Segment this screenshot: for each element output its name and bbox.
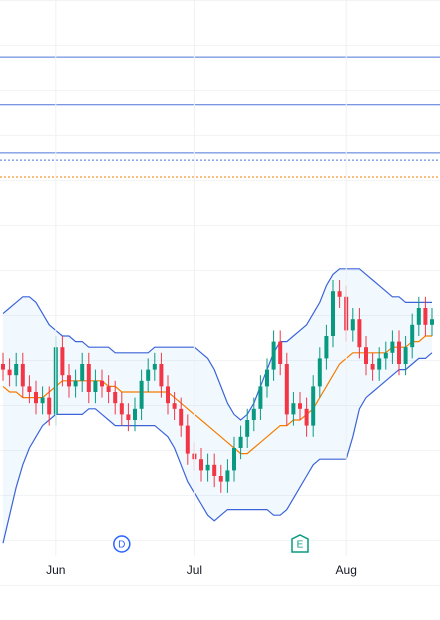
candle-body [20, 364, 25, 387]
candle-body [416, 308, 421, 325]
candle-body [410, 324, 415, 348]
candle-body [40, 397, 45, 404]
candle-body [397, 341, 401, 364]
candle-body [27, 386, 32, 392]
candle-body [383, 352, 388, 359]
candle-body [271, 341, 276, 370]
candle-body [86, 364, 91, 392]
candle-body [146, 369, 151, 381]
candle-body [423, 308, 428, 325]
event-marker: E [291, 534, 309, 553]
candle-body [238, 436, 243, 448]
candle-body [126, 414, 131, 420]
candle-body [364, 347, 368, 364]
candle-body [337, 291, 342, 297]
band-fill [3, 268, 432, 544]
candle-body [159, 364, 164, 387]
candle-body [67, 375, 71, 387]
candle-body [205, 464, 210, 471]
candle-body [100, 380, 104, 387]
candle-body [430, 319, 434, 325]
candle-body [14, 364, 19, 376]
candle-body [291, 403, 296, 415]
candle-body [331, 291, 335, 336]
candle-body [245, 420, 250, 437]
event-label: E [297, 540, 304, 551]
candle-body [7, 369, 12, 376]
candle-body [60, 347, 65, 376]
candle-body [284, 364, 289, 415]
candle-body [212, 464, 217, 476]
candle-body [47, 397, 52, 415]
event-marker: D [113, 535, 131, 553]
event-badge [113, 535, 131, 553]
candle-body [1, 364, 5, 370]
candle-body [80, 364, 85, 381]
candle-body [370, 364, 375, 370]
x-tick-label: Jul [187, 563, 202, 577]
candle-body [139, 380, 144, 409]
candle-body [133, 408, 137, 420]
candle-body [304, 408, 309, 426]
candle-body [311, 386, 316, 426]
candle-body [113, 392, 118, 404]
upper-line [2, 268, 432, 421]
event-label: D [118, 540, 125, 551]
candle-body [179, 408, 184, 426]
x-tick-label: Jun [46, 563, 65, 577]
candle-body [185, 425, 190, 454]
x-tick-label: Aug [336, 563, 357, 577]
candle-body [73, 380, 78, 387]
candle-body [199, 459, 203, 471]
candle-body [350, 319, 355, 331]
candle-body [298, 403, 302, 409]
candle-body [152, 364, 157, 370]
candle-body [317, 358, 322, 387]
candle-body [106, 386, 111, 392]
candle-body [225, 470, 230, 482]
candle-body [403, 347, 408, 364]
candle-body [377, 358, 382, 370]
candle-body [357, 319, 362, 348]
event-badge [291, 534, 309, 553]
candle-body [119, 403, 124, 415]
candle-body [251, 408, 256, 420]
candle-body [166, 386, 170, 404]
candle-body [232, 448, 236, 471]
candle-body [34, 392, 38, 404]
candle-body [324, 336, 329, 359]
lower-line [2, 352, 433, 544]
candle-body [218, 476, 223, 482]
candle-body [258, 386, 263, 409]
candle-body [278, 341, 283, 364]
candle-body [172, 403, 177, 409]
candle-body [93, 380, 98, 392]
candle-body [390, 341, 395, 353]
candle-body [265, 369, 269, 387]
